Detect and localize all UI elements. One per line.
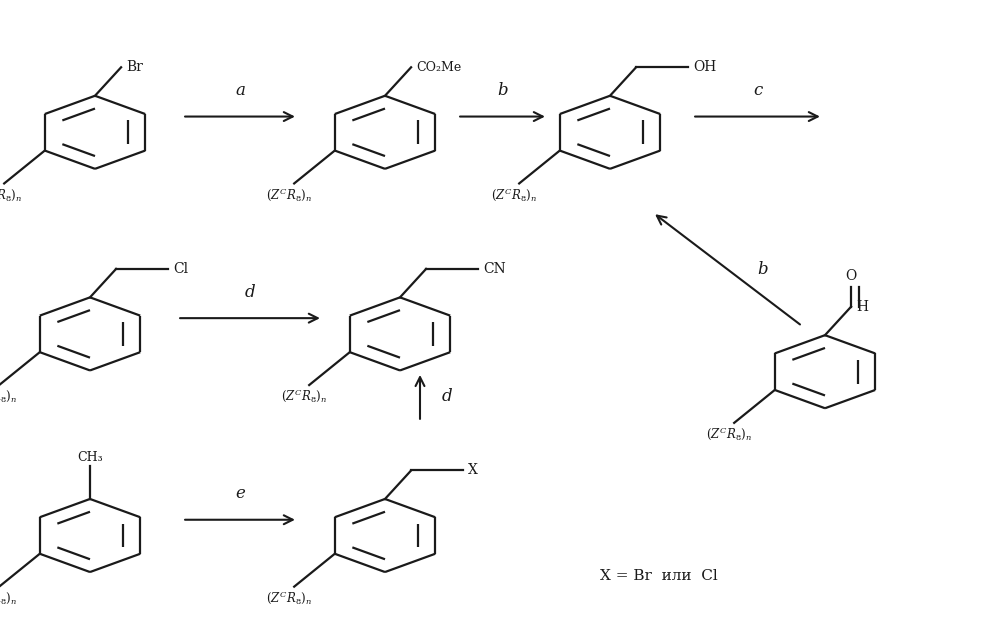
Text: $(Z^CR_8)_n$: $(Z^CR_8)_n$ bbox=[0, 388, 17, 405]
Text: $(Z^CR_8)_n$: $(Z^CR_8)_n$ bbox=[281, 388, 327, 405]
Text: a: a bbox=[235, 82, 245, 99]
Text: CH₃: CH₃ bbox=[77, 451, 103, 464]
Text: e: e bbox=[235, 485, 245, 502]
Text: OH: OH bbox=[693, 60, 717, 74]
Text: CO₂Me: CO₂Me bbox=[416, 60, 461, 74]
Text: Cl: Cl bbox=[173, 262, 188, 276]
Text: $(Z^CR_8)_n$: $(Z^CR_8)_n$ bbox=[266, 590, 312, 607]
Text: c: c bbox=[753, 82, 762, 99]
Text: Br: Br bbox=[126, 60, 143, 74]
Text: d: d bbox=[442, 389, 453, 405]
Text: CN: CN bbox=[483, 262, 506, 276]
Text: $(Z^CR_8)_n$: $(Z^CR_8)_n$ bbox=[706, 426, 752, 443]
Text: $(Z^CR_8)_n$: $(Z^CR_8)_n$ bbox=[0, 590, 17, 607]
Text: X = Br  или  Cl: X = Br или Cl bbox=[600, 570, 718, 583]
Text: O: O bbox=[845, 270, 857, 284]
Text: X: X bbox=[468, 464, 478, 478]
Text: H: H bbox=[856, 300, 868, 314]
Text: b: b bbox=[758, 261, 768, 278]
Text: d: d bbox=[245, 284, 255, 301]
Text: $(Z^CR_8)_n$: $(Z^CR_8)_n$ bbox=[491, 186, 537, 203]
Text: $(Z^CR_8)_n$: $(Z^CR_8)_n$ bbox=[0, 186, 22, 203]
Text: $(Z^CR_8)_n$: $(Z^CR_8)_n$ bbox=[266, 186, 312, 203]
Text: b: b bbox=[497, 82, 508, 99]
